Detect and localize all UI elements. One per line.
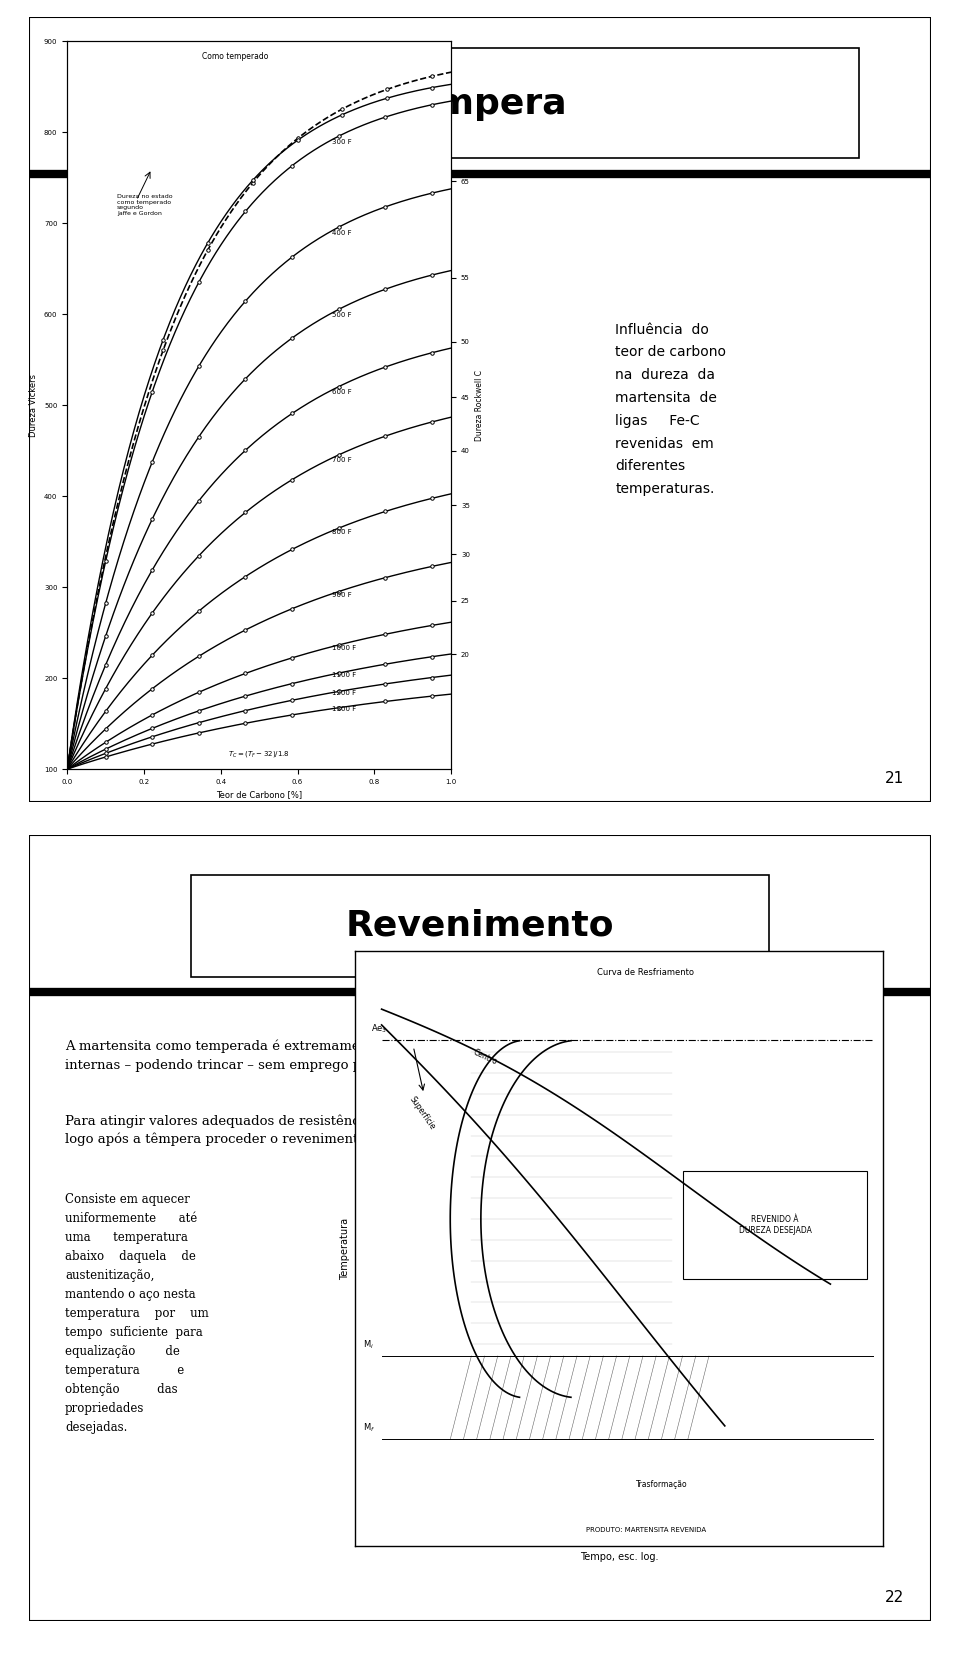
Text: 700 F: 700 F (332, 457, 352, 463)
Text: Curva de Resfriamento: Curva de Resfriamento (597, 968, 694, 978)
Text: 1200 F: 1200 F (332, 690, 356, 696)
Y-axis label: Temperatura: Temperatura (340, 1217, 349, 1280)
FancyBboxPatch shape (683, 1171, 867, 1279)
Text: 800 F: 800 F (332, 529, 352, 536)
X-axis label: Tempo, esc. log.: Tempo, esc. log. (580, 1551, 659, 1561)
Text: 900 F: 900 F (332, 592, 352, 599)
FancyBboxPatch shape (29, 835, 931, 1621)
Y-axis label: Dureza Rockwell C: Dureza Rockwell C (475, 370, 485, 440)
Text: $T_C = (T_F - 32)/1.8$: $T_C = (T_F - 32)/1.8$ (228, 749, 290, 759)
Text: 300 F: 300 F (332, 139, 352, 144)
Y-axis label: Dureza Vickers: Dureza Vickers (30, 374, 38, 437)
FancyBboxPatch shape (101, 48, 859, 157)
Text: Superfície: Superfície (408, 1095, 438, 1131)
Text: 21: 21 (885, 771, 904, 787)
FancyBboxPatch shape (29, 17, 931, 802)
Text: PRODUTO: MARTENSITA REVENIDA: PRODUTO: MARTENSITA REVENIDA (586, 1527, 706, 1533)
Text: 22: 22 (885, 1589, 904, 1604)
Text: 1100 F: 1100 F (332, 672, 356, 678)
Text: 1000 F: 1000 F (332, 645, 356, 650)
Text: Dureza no estado
como temperado
segundo
Jaffe e Gordon: Dureza no estado como temperado segundo … (117, 194, 173, 217)
Text: Consiste em aquecer
uniformemente      até
uma      temperatura
abaixo    daquel: Consiste em aquecer uniformemente até um… (65, 1193, 208, 1434)
FancyBboxPatch shape (191, 875, 769, 976)
Text: 400 F: 400 F (332, 230, 351, 237)
Text: Revenimento: Revenimento (346, 908, 614, 943)
Text: Como temperado: Como temperado (202, 53, 268, 61)
Text: M$_i$: M$_i$ (363, 1338, 374, 1351)
Text: A martensita como temperada é extremamente dura e frágil – altas tesões
internas: A martensita como temperada é extremamen… (65, 1040, 563, 1072)
Text: Para atingir valores adequados de resistência mecânica e tenacidade, deve-se,
lo: Para atingir valores adequados de resist… (65, 1115, 592, 1146)
Text: Têmpera: Têmpera (393, 86, 567, 121)
Text: Ae$_3$: Ae$_3$ (371, 1022, 387, 1035)
Text: 500 F: 500 F (332, 313, 351, 318)
Text: Trasformação: Trasformação (636, 1480, 687, 1489)
Text: Influência  do
teor de carbono
na  dureza  da
martensita  de
ligas     Fe-C
reve: Influência do teor de carbono na dureza … (615, 323, 727, 496)
Text: 600 F: 600 F (332, 389, 352, 395)
Text: REVENIDO À
DUREZA DESEJADA: REVENIDO À DUREZA DESEJADA (738, 1216, 811, 1234)
Text: 1300 F: 1300 F (332, 706, 356, 713)
Text: Centro: Centro (471, 1047, 498, 1067)
X-axis label: Teor de Carbono [%]: Teor de Carbono [%] (216, 791, 302, 799)
Text: M$_f$: M$_f$ (363, 1421, 375, 1434)
